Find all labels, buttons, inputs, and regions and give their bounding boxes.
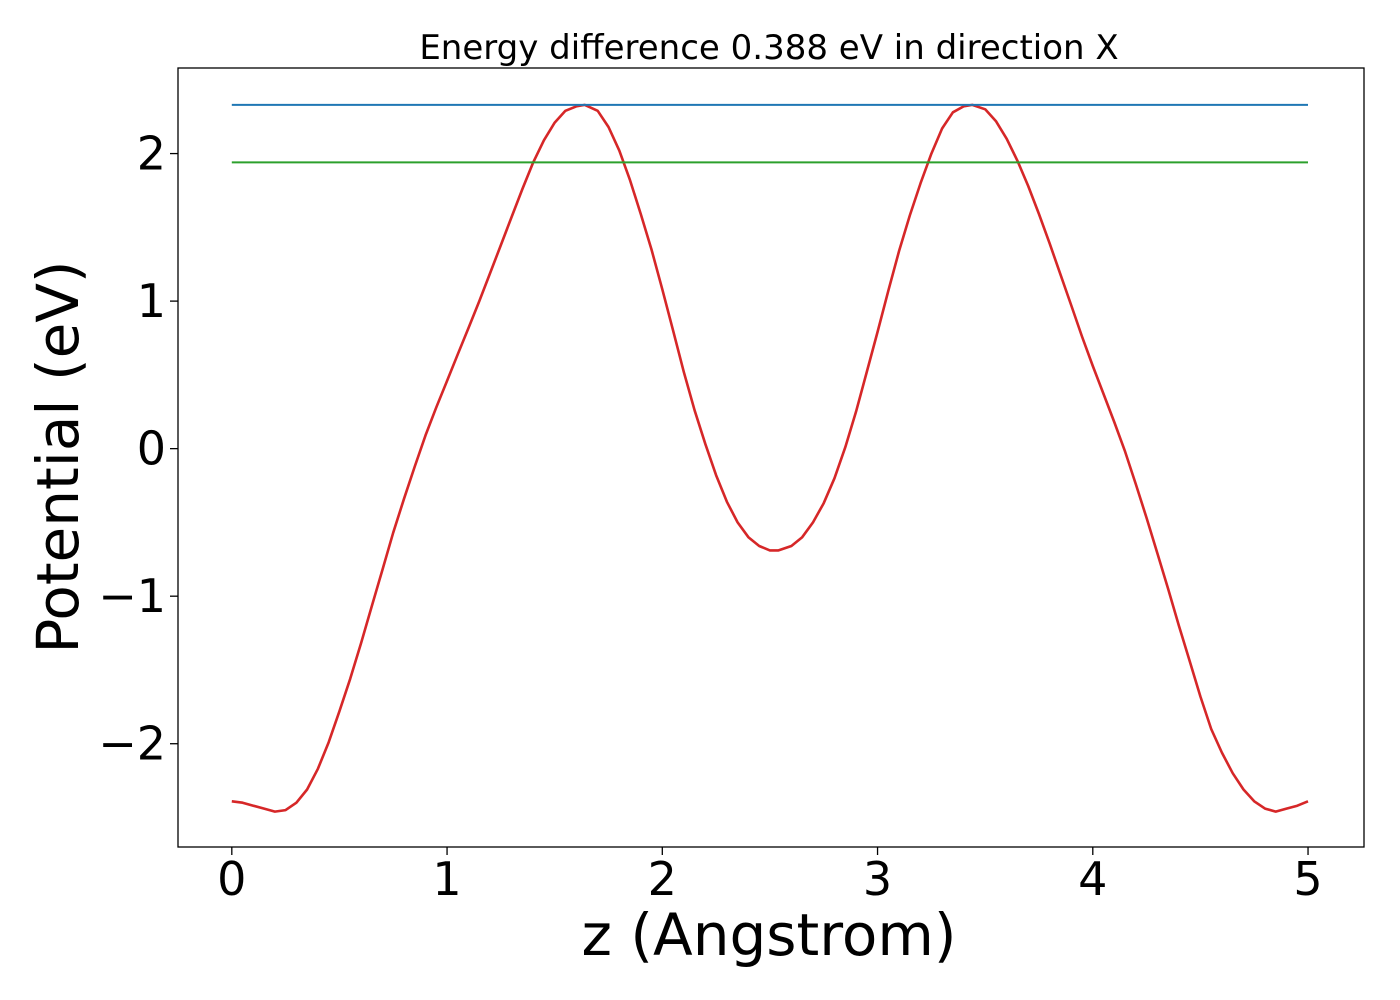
x-tick-label: 3 [863, 852, 892, 906]
y-tick-label: 2 [137, 127, 166, 181]
x-tick-label: 2 [648, 852, 677, 906]
x-axis-label: z (Angstrom) [582, 901, 957, 969]
x-tick-label: 5 [1293, 852, 1322, 906]
plot-frame [177, 67, 1365, 848]
x-axis-ticks: 0 1 2 3 4 5 [217, 847, 1323, 906]
x-tick-label: 1 [432, 852, 461, 906]
y-tick-label: 1 [137, 274, 166, 328]
x-tick-label: 4 [1078, 852, 1107, 906]
potential-curve [231, 103, 1309, 813]
y-axis-ticks: −2 −1 0 1 2 [98, 127, 178, 771]
plot-series [231, 103, 1309, 813]
y-tick-label: −2 [98, 717, 166, 771]
x-tick-label: 0 [217, 852, 246, 906]
y-tick-label: 0 [137, 422, 166, 476]
y-axis-label: Potential (eV) [24, 260, 92, 653]
chart-title: Energy difference 0.388 eV in direction … [419, 28, 1118, 68]
y-tick-label: −1 [98, 569, 166, 623]
